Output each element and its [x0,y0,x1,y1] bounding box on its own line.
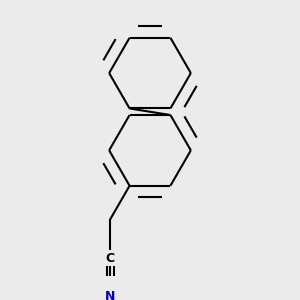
Text: N: N [105,290,116,300]
Text: C: C [106,252,115,265]
